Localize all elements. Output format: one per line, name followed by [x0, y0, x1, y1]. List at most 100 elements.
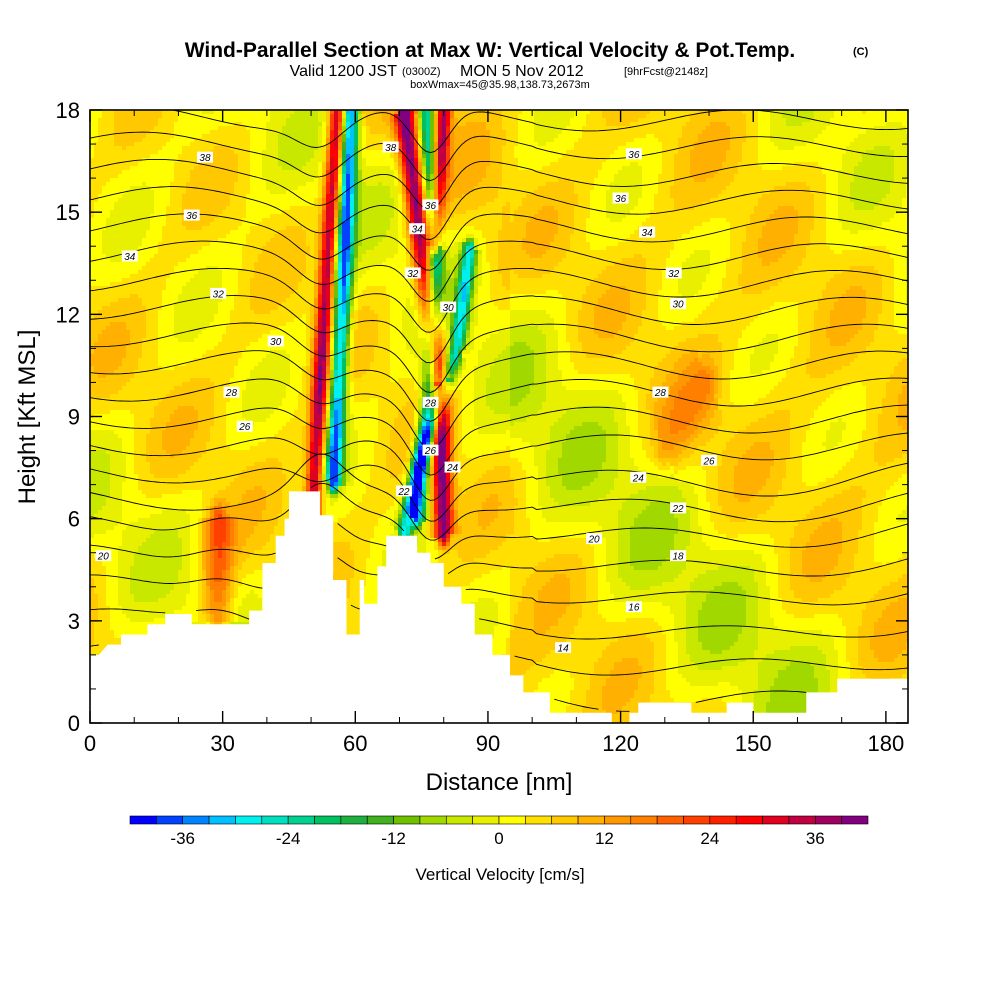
- colorbar-tick-label: 24: [700, 829, 719, 848]
- isentrope-label: 34: [639, 227, 655, 240]
- x-tick-label: 120: [602, 731, 639, 756]
- x-tick-label: 30: [210, 731, 234, 756]
- isentrope-label-text: 36: [628, 150, 640, 161]
- colorbar-tick-label: -12: [381, 829, 406, 848]
- colorbar-swatch: [315, 816, 341, 824]
- colorbar-tick-label: -24: [276, 829, 301, 848]
- colorbar-tick-label: 36: [806, 829, 825, 848]
- isentrope-label: 26: [237, 421, 253, 434]
- isentrope-label-text: 32: [213, 289, 225, 300]
- isentrope-label-text: 30: [443, 303, 455, 314]
- isentrope-label-text: 34: [412, 225, 424, 236]
- colorbar-swatch: [525, 816, 551, 824]
- colorbar-swatch: [183, 816, 209, 824]
- y-tick-label: 12: [56, 302, 80, 327]
- chart-figure: Wind-Parallel Section at Max W: Vertical…: [0, 0, 1000, 1000]
- isentrope-label: 20: [586, 533, 602, 546]
- isentrope-label-text: 26: [424, 446, 437, 457]
- isentrope-label-text: 26: [238, 422, 251, 433]
- colorbar-swatch: [262, 816, 288, 824]
- isentrope-label-text: 22: [397, 487, 410, 498]
- isentrope-label: 30: [670, 298, 686, 311]
- isentrope-label: 32: [210, 288, 226, 301]
- colorbar-swatch: [473, 816, 499, 824]
- isentrope-label-text: 30: [270, 337, 282, 348]
- colorbar-swatch: [763, 816, 789, 824]
- colorbar-swatch: [156, 816, 182, 824]
- isentrope-label-text: 20: [97, 552, 110, 563]
- isentrope-label: 20: [95, 550, 111, 563]
- y-tick-label: 9: [68, 405, 80, 430]
- isentrope-label-text: 18: [673, 552, 685, 563]
- colorbar-swatch: [130, 816, 156, 824]
- colorbar-swatch: [684, 816, 710, 824]
- isentrope-label: 38: [383, 141, 399, 154]
- colorbar-swatch: [657, 816, 683, 824]
- colorbar-swatch: [235, 816, 261, 824]
- isentrope-label: 22: [396, 485, 412, 498]
- subtitle-zulu-time: (0300Z): [402, 66, 441, 78]
- colorbar-tick-label: 12: [595, 829, 614, 848]
- y-tick-label: 6: [68, 507, 80, 532]
- isentrope-label-text: 24: [632, 473, 645, 484]
- y-tick-label: 0: [68, 711, 80, 736]
- isentrope-label-text: 34: [124, 252, 136, 263]
- subtitle-date: MON 5 Nov 2012: [460, 63, 584, 80]
- colorbar-swatch: [394, 816, 420, 824]
- isentrope-label: 36: [613, 193, 629, 206]
- colorbar-label: Vertical Velocity [cm/s]: [415, 865, 584, 884]
- colorbar-tick-label: 0: [494, 829, 503, 848]
- isentrope-label-text: 30: [673, 300, 685, 311]
- isentrope-label-text: 14: [558, 644, 570, 655]
- x-tick-label: 150: [735, 731, 772, 756]
- colorbar-swatch: [209, 816, 235, 824]
- y-axis-label: Height [Kft MSL]: [14, 330, 41, 505]
- chart-subtitle: Valid 1200 JST (0300Z) MON 5 Nov 2012 [9…: [290, 63, 708, 80]
- colorbar-swatch: [631, 816, 657, 824]
- colorbar-swatch: [367, 816, 393, 824]
- isentrope-label-text: 32: [668, 269, 680, 280]
- colorbar-swatch: [842, 816, 868, 824]
- isentrope-label: 26: [422, 445, 438, 458]
- isentrope-label: 36: [626, 148, 642, 161]
- isentrope-label: 38: [197, 152, 213, 165]
- isentrope-label-text: 28: [424, 398, 437, 409]
- isentrope-label-text: 20: [588, 535, 601, 546]
- isentrope-label-text: 38: [385, 143, 397, 154]
- isentrope-label-text: 38: [199, 153, 211, 164]
- isentrope-label: 28: [223, 387, 239, 400]
- isentrope-label: 16: [626, 601, 642, 614]
- isentrope-label: 30: [268, 336, 284, 349]
- isentrope-label: 36: [422, 199, 438, 212]
- copyright-mark: (C): [853, 46, 869, 58]
- y-tick-label: 18: [56, 98, 80, 123]
- colorbar-swatch: [815, 816, 841, 824]
- isentrope-label: 24: [630, 472, 646, 485]
- isentrope-label-text: 36: [615, 194, 627, 205]
- colorbar-swatch: [341, 816, 367, 824]
- isentrope-label: 24: [445, 462, 461, 475]
- isentrope-label-text: 34: [642, 228, 654, 239]
- isentrope-label: 26: [701, 455, 717, 468]
- isentrope-label: 28: [422, 397, 438, 410]
- colorbar-swatch: [736, 816, 762, 824]
- subtitle-valid-time: Valid 1200 JST: [290, 63, 398, 80]
- isentrope-label-text: 24: [446, 463, 459, 474]
- isentrope-label: 36: [184, 210, 200, 223]
- colorbar-swatch: [604, 816, 630, 824]
- colorbar-swatch: [710, 816, 736, 824]
- isentrope-label-text: 22: [672, 504, 685, 515]
- x-tick-label: 90: [476, 731, 500, 756]
- colorbar-swatch: [578, 816, 604, 824]
- isentrope-label-text: 36: [425, 201, 437, 212]
- y-tick-label: 15: [56, 200, 80, 225]
- colorbar-swatch: [499, 816, 525, 824]
- colorbar: [130, 816, 868, 824]
- isentrope-label: 32: [405, 267, 421, 280]
- x-tick-label: 180: [868, 731, 905, 756]
- isentrope-label: 34: [409, 223, 425, 236]
- x-tick-label: 60: [343, 731, 367, 756]
- box-wmax-note: boxWmax=45@35.98,138.73,2673m: [410, 79, 590, 91]
- colorbar-swatch: [288, 816, 314, 824]
- isentrope-label: 18: [670, 550, 686, 563]
